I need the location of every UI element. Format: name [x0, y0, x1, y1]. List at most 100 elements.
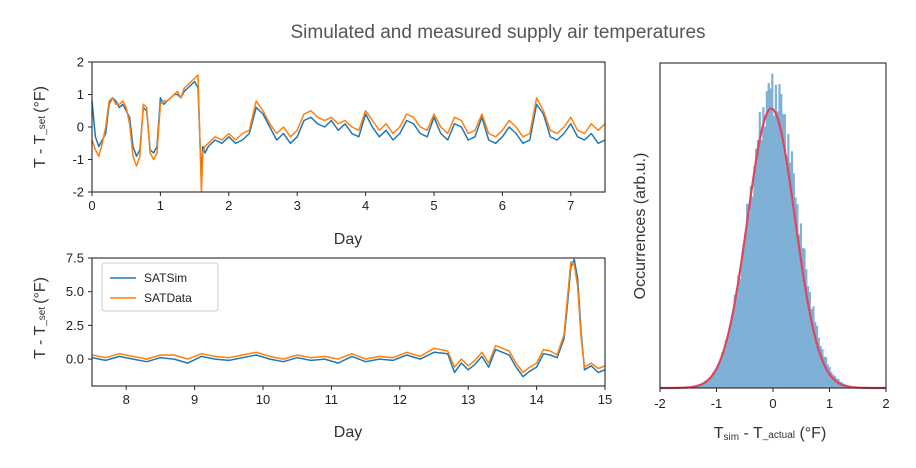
histogram-bar — [739, 278, 742, 388]
hist-x-tick-label: 2 — [882, 396, 889, 411]
histogram-bar — [764, 126, 767, 388]
histogram-bar — [790, 151, 794, 388]
histogram-bar — [799, 223, 803, 388]
histogram-bar — [762, 107, 765, 388]
series-line-satdata-p0 — [91, 74, 606, 193]
x-tick-label: 11 — [325, 392, 339, 407]
histogram-bar — [746, 203, 749, 388]
bottom-y-label-main: T - T — [32, 326, 49, 359]
histogram-bar — [740, 260, 743, 388]
y-tick-label: -2 — [72, 185, 84, 200]
histogram-bar — [758, 111, 761, 388]
x-tick-label: 12 — [393, 392, 407, 407]
y-tick-label: 2 — [77, 55, 84, 70]
top-y-ticks: -2 -1 0 1 2 — [72, 55, 92, 200]
x-tick-label: 2 — [225, 198, 232, 213]
x-tick-label: 9 — [191, 392, 198, 407]
histogram-bar — [721, 352, 724, 388]
histogram-bar — [731, 314, 735, 388]
x-tick-label: 8 — [123, 392, 130, 407]
histogram-bar — [787, 133, 790, 388]
histogram-bar — [760, 140, 763, 388]
series-line-satdata-p1 — [91, 261, 606, 374]
top-x-axis-label: Day — [334, 231, 362, 248]
histogram-bar — [712, 372, 715, 388]
hist-xlabel-a-sub: sim — [723, 432, 739, 443]
x-tick-label: 13 — [461, 392, 475, 407]
top-y-label-sub: _set — [37, 116, 48, 136]
histogram-bar — [794, 197, 797, 388]
hist-xlabel-unit: (°F) — [795, 425, 826, 442]
x-tick-label: 10 — [256, 392, 270, 407]
legend: SATSim SATData — [101, 262, 219, 312]
histogram-bar — [708, 377, 711, 388]
histogram-bars — [665, 73, 881, 389]
histogram-bar — [821, 349, 824, 388]
histogram-bar — [737, 275, 740, 388]
histogram-bar — [697, 385, 701, 388]
histogram-bar — [699, 384, 702, 388]
histogram-bar — [730, 322, 733, 388]
hist-xlabel-b-sub: _actual — [762, 430, 795, 441]
histogram-bar — [726, 339, 729, 388]
hist-xlabel-b: - T — [739, 425, 763, 442]
histogram-bar — [803, 248, 806, 388]
legend-box — [101, 262, 219, 312]
histogram-bar — [701, 383, 704, 388]
histogram-bar — [814, 321, 817, 388]
hist-x-tick-label: 0 — [769, 396, 776, 411]
legend-label-satdata: SATData — [144, 291, 192, 305]
x-tick-label: 1 — [157, 198, 164, 213]
histogram-bar — [812, 306, 815, 388]
bottom-y-ticks: 0.0 2.5 5.0 7.5 — [66, 251, 92, 367]
histogram-bar — [756, 139, 760, 388]
x-tick-label: 15 — [598, 392, 612, 407]
top-x-ticks: 0 1 2 3 4 5 6 7 — [88, 192, 574, 213]
histogram-bar — [833, 375, 837, 388]
histogram-bar — [817, 337, 820, 388]
histogram-bar — [798, 234, 801, 388]
histogram-bar — [778, 83, 781, 388]
histogram-bar — [805, 269, 808, 388]
histogram-bar — [765, 91, 769, 389]
histogram-bar — [785, 156, 788, 388]
histogram-bar — [722, 350, 726, 388]
histogram-bar — [728, 330, 731, 388]
series-line-satsim-p0 — [91, 80, 606, 180]
histogram-bar — [755, 148, 758, 388]
histogram-bar — [705, 381, 708, 388]
x-tick-label: 14 — [529, 392, 543, 407]
histogram-bar — [792, 173, 795, 388]
hist-xlabel-a: T — [714, 425, 724, 442]
histogram-bar — [749, 185, 752, 388]
x-tick-label: 4 — [362, 198, 369, 213]
histogram-bar — [835, 378, 838, 388]
histogram-bar — [703, 382, 706, 388]
hist-x-tick-label: 1 — [826, 396, 833, 411]
histogram-bar — [815, 325, 819, 388]
histogram-y-axis-label: Occurrences (arb.u.) — [632, 153, 649, 300]
top-axes-frame — [91, 61, 606, 193]
histogram-bar — [823, 356, 826, 388]
histogram-bar — [819, 345, 822, 388]
top-y-label-main: T - T — [32, 135, 49, 168]
histogram-bar — [774, 84, 777, 388]
x-tick-label: 7 — [567, 198, 574, 213]
histogram-bar — [706, 380, 709, 388]
histogram-x-ticks: -2 -1 0 1 2 — [654, 388, 890, 411]
histogram-bar — [747, 214, 751, 388]
bottom-y-label-unit: (°F) — [32, 277, 49, 304]
histogram-bar — [771, 73, 774, 388]
figure-title: Simulated and measured supply air temper… — [290, 22, 705, 43]
gaussian-fit-curve — [660, 107, 886, 390]
histogram-bar — [751, 196, 754, 388]
histogram-bar — [808, 292, 811, 388]
bottom-timeseries-panel: 8 9 10 11 12 13 14 15 0.0 2.5 5.0 7.5 Day T - T_se… — [32, 251, 612, 442]
histogram-x-axis-label: Tsim - T_actual (°F) — [714, 425, 827, 443]
histogram-bar — [781, 114, 785, 388]
histogram-bar — [724, 340, 727, 388]
bottom-y-label-sub: _set — [37, 307, 48, 327]
histogram-bar — [719, 361, 722, 388]
top-timeseries-panel: 0 1 2 3 4 5 6 7 -2 -1 0 1 2 Day T - T_set (°F) — [32, 55, 606, 248]
